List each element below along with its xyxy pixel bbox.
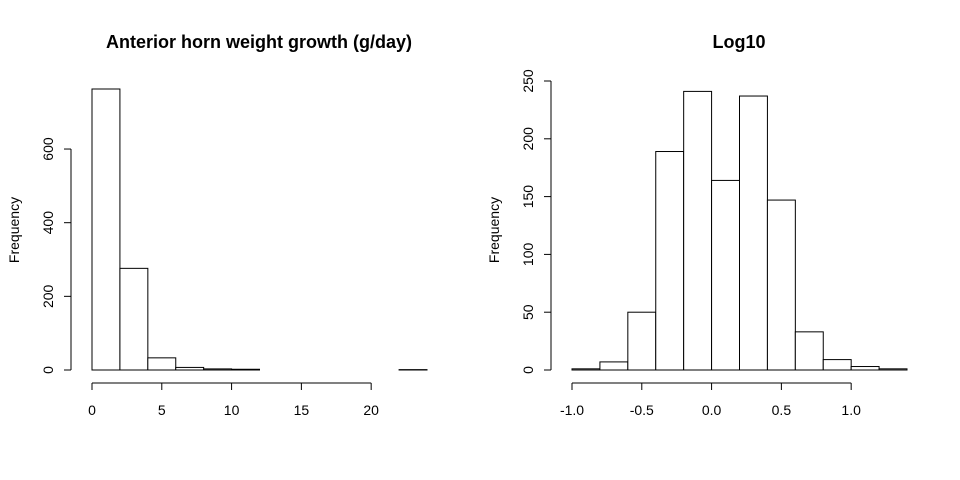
y-axis-label: Frequency <box>486 197 502 263</box>
histogram-bar <box>231 368 261 371</box>
histogram-bar <box>203 368 233 371</box>
y-tick-label: 600 <box>40 137 56 161</box>
x-tick-label: 1.0 <box>841 402 861 418</box>
y-tick-label: 250 <box>520 69 536 93</box>
histogram-bar <box>147 357 177 371</box>
y-axis-label: Frequency <box>6 197 22 263</box>
histogram-bar <box>571 368 601 371</box>
x-tick-label: 5 <box>158 402 166 418</box>
x-tick-label: 15 <box>294 402 310 418</box>
x-axis: -1.0 -0.5 0.0 0.5 1.0 <box>560 382 861 418</box>
x-tick-label: 0 <box>88 402 96 418</box>
chart-title: Log10 <box>712 32 765 52</box>
x-tick-label: 10 <box>224 402 240 418</box>
x-tick-label: 0.0 <box>702 402 722 418</box>
histogram-bar <box>850 366 880 371</box>
histogram-bar <box>175 366 205 371</box>
y-tick-label: 400 <box>40 211 56 235</box>
x-tick-label: -1.0 <box>560 402 584 418</box>
chart-title: Anterior horn weight growth (g/day) <box>106 32 412 52</box>
histogram-bar <box>878 368 908 371</box>
histogram-bar <box>91 88 121 371</box>
histogram-bar <box>655 151 685 371</box>
y-tick-label: 50 <box>520 304 536 320</box>
x-tick-label: 0.5 <box>772 402 792 418</box>
y-axis: 0 50 100 150 200 250 <box>520 69 552 374</box>
log10-histogram-panel: Log10 Frequency -1.0 -0.5 0.0 0.5 1.0 0 50 100… <box>486 32 908 418</box>
histogram-bar <box>711 179 741 371</box>
histogram-bar <box>739 95 768 371</box>
y-axis: 0 200 400 600 <box>40 137 72 374</box>
histogram-bar <box>627 311 657 371</box>
histogram-bar <box>822 359 852 371</box>
y-tick-label: 150 <box>520 185 536 209</box>
x-axis: 0 5 10 15 20 <box>88 382 379 418</box>
y-tick-label: 0 <box>520 366 536 374</box>
bars <box>571 90 908 371</box>
x-tick-label: -0.5 <box>630 402 654 418</box>
y-tick-label: 0 <box>40 366 56 374</box>
raw-histogram-panel: Anterior horn weight growth (g/day) Freq… <box>6 32 428 418</box>
histogram-bar <box>766 199 796 371</box>
bars <box>91 88 428 371</box>
y-tick-label: 200 <box>40 284 56 308</box>
y-tick-label: 200 <box>520 127 536 151</box>
histogram-bar <box>794 331 824 371</box>
y-tick-label: 100 <box>520 243 536 267</box>
histogram-bar <box>599 361 629 371</box>
x-tick-label: 20 <box>363 402 379 418</box>
histogram-bar <box>119 267 149 371</box>
histogram-bar <box>683 90 713 371</box>
